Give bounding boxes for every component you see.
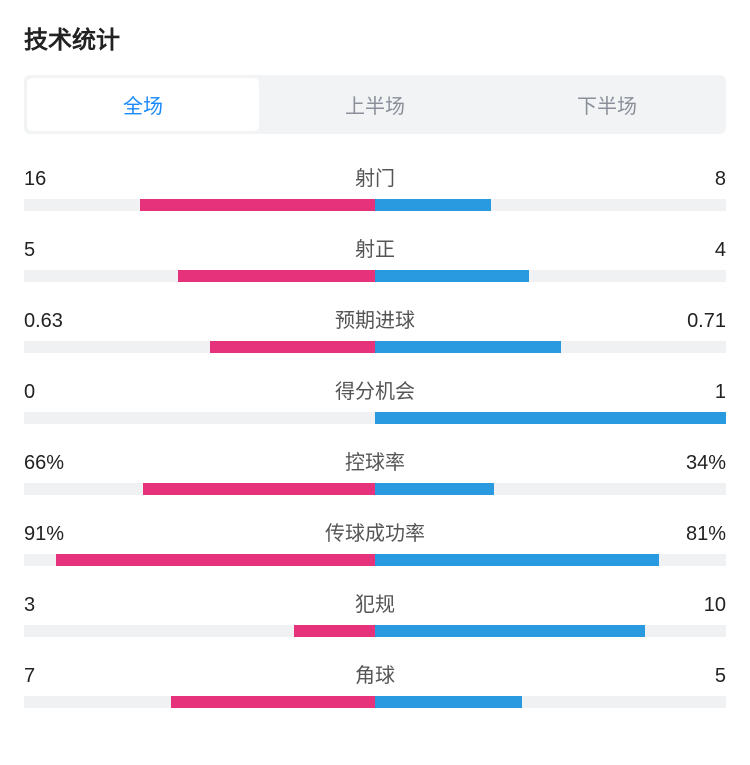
stat-bar-left-fill [56,554,375,566]
stat-left-value: 0.63 [24,310,84,333]
stat-label: 射门 [84,162,666,191]
stat-bar-left-fill [178,270,375,282]
stat-row: 91%传球成功率81% [24,517,726,566]
stat-header: 3犯规10 [24,588,726,617]
stat-bar-right-fill [375,341,561,353]
stat-bar [24,270,726,282]
stat-bar [24,554,726,566]
stat-bar-left-fill [140,199,375,211]
stat-right-value: 8 [666,168,726,191]
stat-bar-left-fill [171,696,375,708]
stat-label: 射正 [84,233,666,262]
stat-header: 5射正4 [24,233,726,262]
stat-row: 16射门8 [24,162,726,211]
stat-bar-left-fill [143,483,375,495]
stat-right-value: 10 [666,594,726,617]
stat-row: 5射正4 [24,233,726,282]
stat-left-value: 16 [24,168,84,191]
stat-label: 传球成功率 [84,517,666,546]
stat-bar-right-fill [375,625,645,637]
stat-label: 预期进球 [84,304,666,333]
stat-label: 犯规 [84,588,666,617]
stat-header: 16射门8 [24,162,726,191]
stat-bar-right-fill [375,483,494,495]
stat-row: 66%控球率34% [24,446,726,495]
stat-bar-right-fill [375,412,726,424]
stat-bar [24,625,726,637]
stat-left-value: 91% [24,523,84,546]
tab-second-half[interactable]: 下半场 [491,78,723,131]
stat-row: 0得分机会1 [24,375,726,424]
stat-left-value: 3 [24,594,84,617]
stat-left-value: 5 [24,239,84,262]
stat-right-value: 81% [666,523,726,546]
stat-header: 0得分机会1 [24,375,726,404]
stat-row: 3犯规10 [24,588,726,637]
stat-left-value: 0 [24,381,84,404]
stat-row: 7角球5 [24,659,726,708]
stat-header: 7角球5 [24,659,726,688]
stat-right-value: 4 [666,239,726,262]
stat-bar-right-fill [375,554,659,566]
stat-bar-right-fill [375,696,522,708]
stat-right-value: 0.71 [666,310,726,333]
stats-panel: 技术统计 全场 上半场 下半场 16射门85射正40.63预期进球0.710得分… [0,0,750,740]
stat-header: 91%传球成功率81% [24,517,726,546]
stat-bar-left-fill [294,625,375,637]
stat-right-value: 34% [666,452,726,475]
stat-bar-right-fill [375,270,529,282]
tab-first-half[interactable]: 上半场 [259,78,491,131]
stat-bar-right-fill [375,199,491,211]
stat-right-value: 5 [666,665,726,688]
stat-bar [24,341,726,353]
stat-bar-left-fill [210,341,375,353]
stat-label: 控球率 [84,446,666,475]
stat-label: 角球 [84,659,666,688]
period-tabs: 全场 上半场 下半场 [24,75,726,134]
stat-header: 66%控球率34% [24,446,726,475]
stat-right-value: 1 [666,381,726,404]
stat-bar [24,412,726,424]
stat-header: 0.63预期进球0.71 [24,304,726,333]
stat-left-value: 7 [24,665,84,688]
stat-bar [24,696,726,708]
stat-left-value: 66% [24,452,84,475]
stat-label: 得分机会 [84,375,666,404]
stats-list: 16射门85射正40.63预期进球0.710得分机会166%控球率34%91%传… [24,162,726,708]
stat-bar [24,199,726,211]
page-title: 技术统计 [24,20,726,55]
stat-row: 0.63预期进球0.71 [24,304,726,353]
stat-bar [24,483,726,495]
tab-full[interactable]: 全场 [27,78,259,131]
